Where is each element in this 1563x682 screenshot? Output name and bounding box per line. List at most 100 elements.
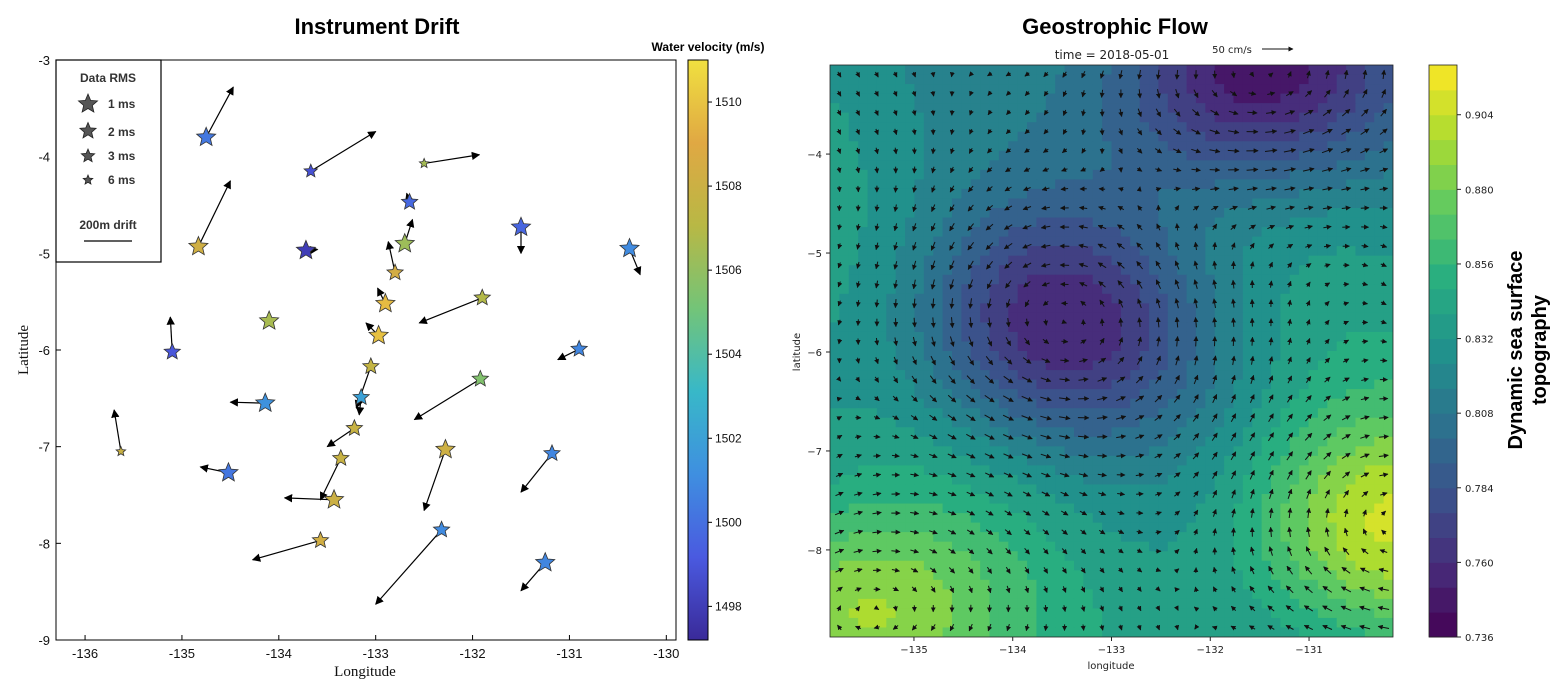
flow-vector bbox=[1323, 452, 1332, 460]
field-cell bbox=[1364, 627, 1375, 637]
field-cell bbox=[848, 560, 859, 571]
field-cell bbox=[1195, 360, 1206, 371]
flow-vector bbox=[911, 375, 918, 384]
field-cell bbox=[970, 265, 981, 276]
field-cell bbox=[1242, 188, 1253, 200]
field-cell bbox=[1205, 331, 1216, 343]
field-cell bbox=[1374, 74, 1385, 85]
field-cell bbox=[1299, 389, 1310, 400]
field-cell bbox=[1177, 208, 1188, 219]
field-cell bbox=[1102, 265, 1113, 276]
field-cell bbox=[839, 331, 850, 343]
field-cell bbox=[933, 360, 944, 371]
field-cell bbox=[1261, 274, 1272, 285]
field-cell bbox=[1064, 293, 1075, 304]
field-cell bbox=[1214, 236, 1225, 247]
field-cell bbox=[1186, 579, 1197, 590]
field-cell bbox=[830, 398, 840, 409]
field-cell bbox=[848, 617, 859, 629]
field-cell bbox=[895, 398, 906, 409]
field-cell bbox=[1289, 131, 1300, 142]
field-cell bbox=[1261, 579, 1272, 590]
flow-vector bbox=[1379, 549, 1388, 554]
field-cell bbox=[1158, 408, 1169, 419]
field-cell bbox=[848, 303, 859, 314]
field-cell bbox=[1139, 494, 1150, 505]
instrument-star-2 bbox=[303, 163, 319, 178]
field-cell bbox=[1017, 122, 1028, 133]
field-cell bbox=[905, 532, 916, 543]
field-cell bbox=[1364, 141, 1375, 152]
field-cell bbox=[1346, 331, 1357, 343]
flow-vector bbox=[930, 586, 936, 593]
field-cell bbox=[1008, 331, 1019, 343]
field-cell bbox=[905, 141, 916, 152]
field-cell bbox=[830, 198, 840, 209]
flow-vector bbox=[874, 357, 879, 365]
flow-vector bbox=[968, 336, 974, 347]
field-cell bbox=[1299, 598, 1310, 609]
field-cell bbox=[858, 217, 869, 228]
field-cell bbox=[1167, 541, 1178, 552]
field-cell bbox=[1205, 427, 1216, 438]
field-cell bbox=[895, 389, 906, 400]
field-cell bbox=[1214, 360, 1225, 371]
field-cell bbox=[1383, 417, 1393, 428]
field-cell bbox=[1092, 246, 1103, 257]
flow-vector bbox=[1212, 260, 1218, 270]
flow-vector bbox=[1079, 205, 1088, 211]
field-cell bbox=[1139, 131, 1150, 142]
field-cell bbox=[1139, 541, 1150, 552]
instrument-star-26 bbox=[542, 443, 562, 462]
field-cell bbox=[961, 112, 972, 123]
field-cell bbox=[914, 122, 925, 133]
flow-vector bbox=[1005, 71, 1012, 77]
field-cell bbox=[1111, 217, 1122, 228]
field-cell bbox=[989, 179, 1000, 190]
field-cell bbox=[951, 322, 962, 333]
flow-vector bbox=[1155, 167, 1163, 172]
field-cell bbox=[1111, 188, 1122, 200]
field-cell bbox=[1374, 179, 1385, 190]
field-cell bbox=[1102, 293, 1113, 304]
field-cell bbox=[1252, 188, 1263, 200]
field-cell bbox=[1027, 522, 1038, 533]
flow-vector bbox=[874, 299, 880, 308]
field-cell bbox=[1017, 370, 1028, 381]
field-cell bbox=[1008, 122, 1019, 133]
right-y-axis-label: latitude bbox=[792, 333, 803, 371]
field-cell bbox=[1271, 236, 1281, 247]
field-cell bbox=[1336, 74, 1347, 85]
field-cell bbox=[1139, 93, 1150, 104]
field-cell bbox=[1102, 198, 1113, 209]
field-cell bbox=[1299, 274, 1310, 285]
field-cell bbox=[1233, 169, 1244, 180]
field-cell bbox=[1289, 65, 1300, 76]
field-cell bbox=[1017, 169, 1028, 180]
field-cell bbox=[1242, 150, 1253, 161]
field-cell bbox=[1186, 389, 1197, 400]
field-cell bbox=[1186, 208, 1197, 219]
field-cell bbox=[970, 465, 981, 476]
field-cell bbox=[923, 398, 934, 409]
flow-vector bbox=[910, 567, 919, 573]
field-cell bbox=[1167, 208, 1178, 219]
flow-vector bbox=[1193, 223, 1199, 231]
flow-vector bbox=[1061, 529, 1068, 535]
flow-vector bbox=[1247, 186, 1258, 192]
rms-legend: Data RMS 1 ms 2 ms 3 ms 6 ms 200m drift bbox=[55, 59, 162, 263]
field-cell bbox=[905, 112, 916, 123]
field-cell bbox=[1383, 208, 1393, 219]
field-cell bbox=[1167, 455, 1178, 466]
field-cell bbox=[998, 579, 1009, 590]
field-cell bbox=[830, 408, 840, 419]
field-cell bbox=[1317, 446, 1328, 457]
field-cell bbox=[1364, 436, 1375, 447]
flow-vector bbox=[872, 491, 882, 497]
flow-vector bbox=[853, 548, 864, 554]
field-cell bbox=[1271, 589, 1281, 600]
field-cell bbox=[1177, 494, 1188, 505]
field-cell bbox=[1139, 627, 1150, 637]
field-cell bbox=[1149, 227, 1160, 238]
field-cell bbox=[1045, 446, 1056, 457]
